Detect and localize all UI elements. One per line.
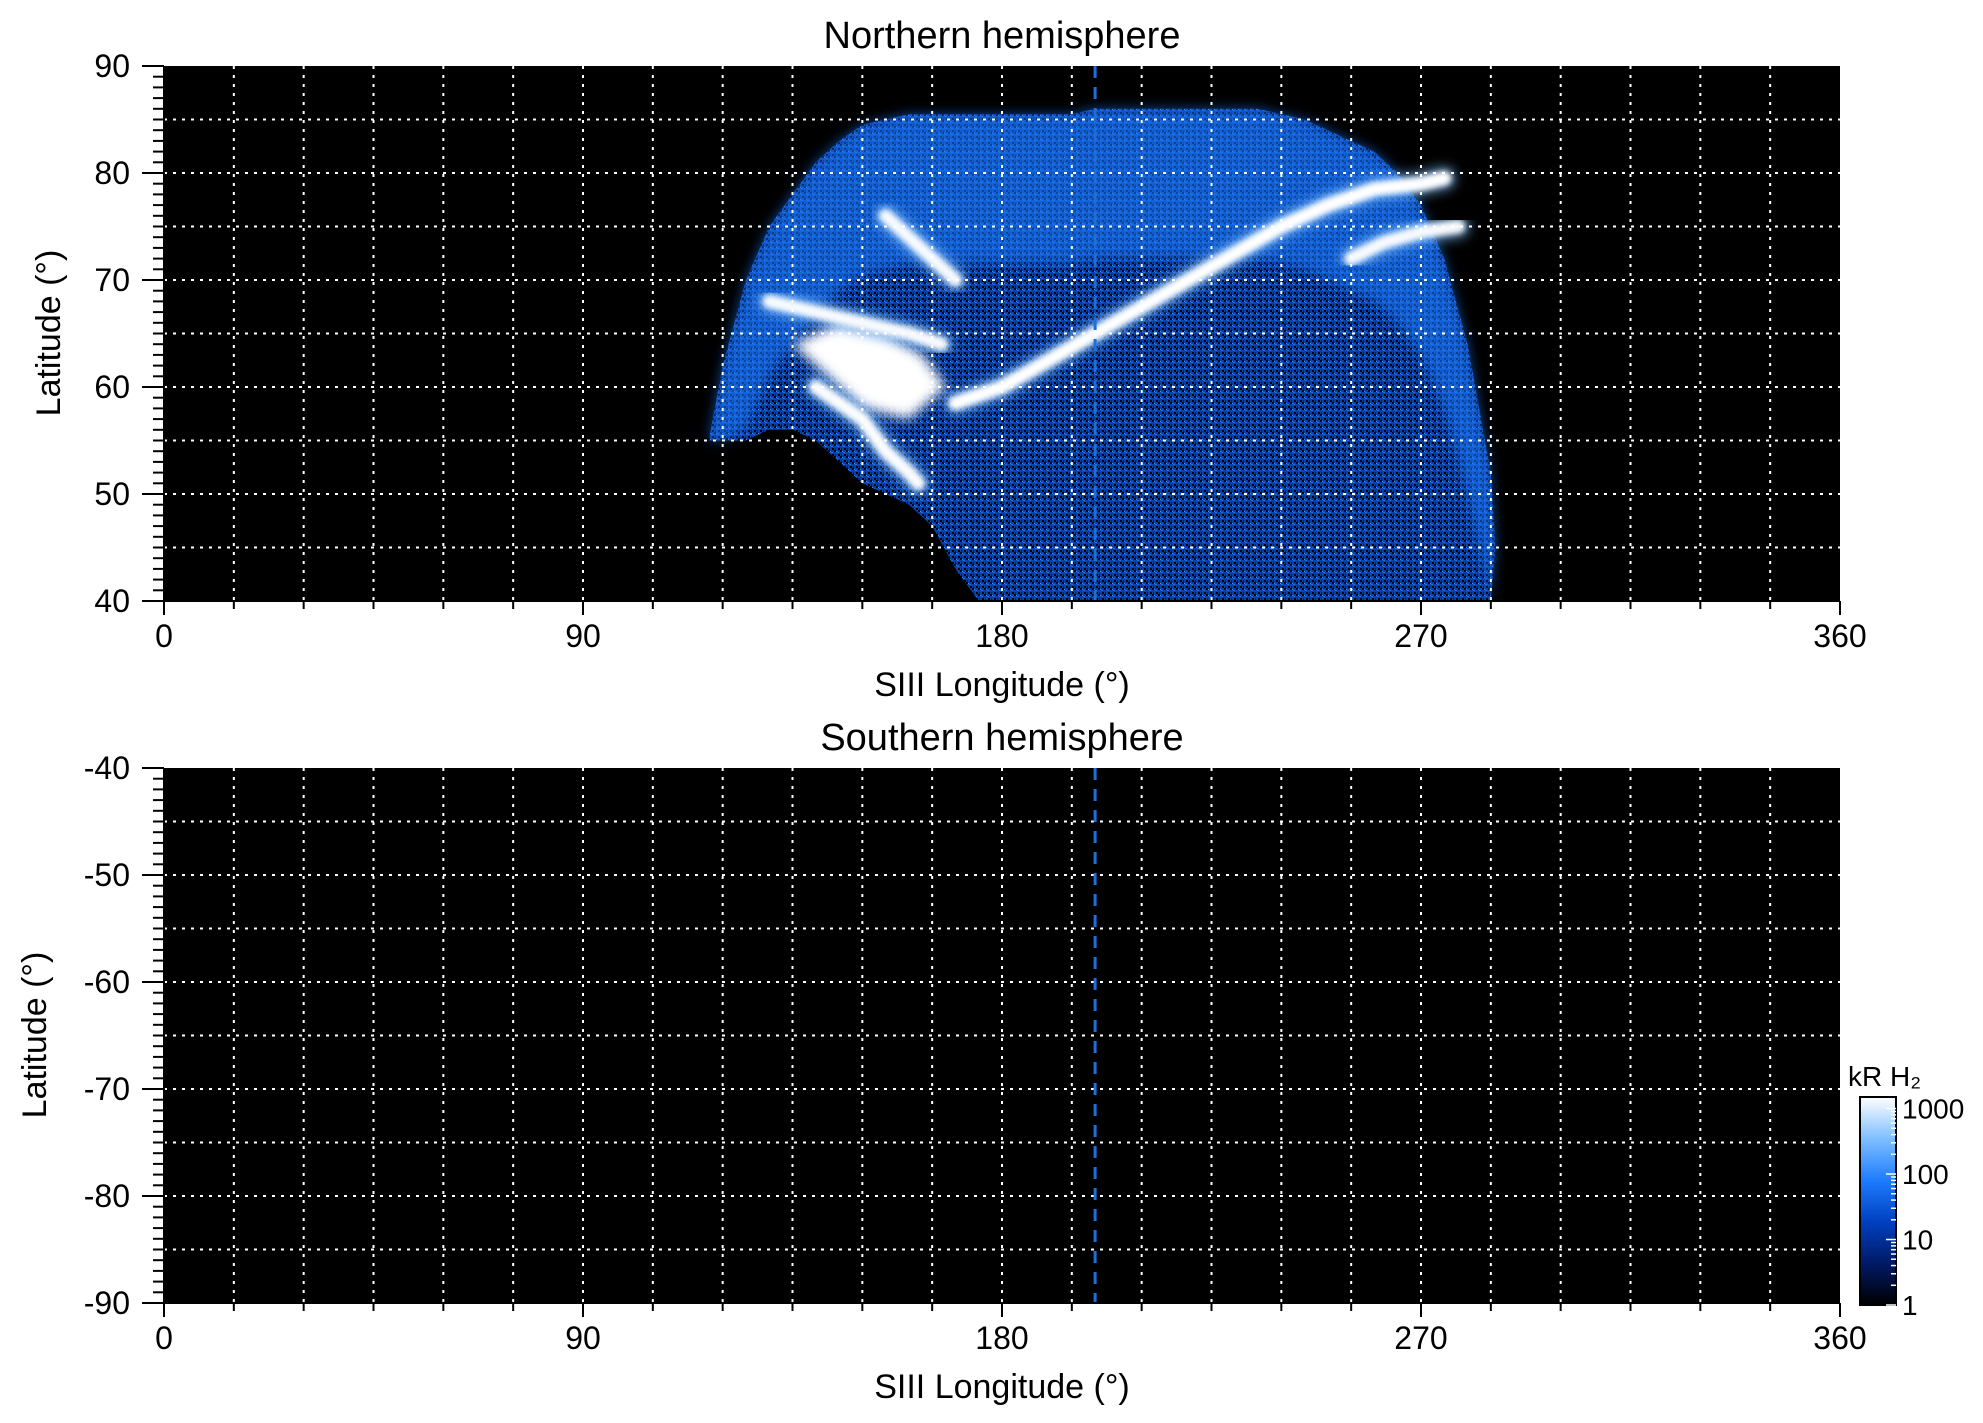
y-tick-label: 80 [94, 155, 130, 191]
y-tick-label: 90 [94, 48, 130, 84]
y-axis-label: Latitude (°) [30, 250, 68, 417]
x-tick-label: 180 [975, 618, 1028, 654]
y-tick-label: -90 [84, 1285, 130, 1321]
y-tick-labels: 40 50 60 70 80 90 [94, 48, 130, 619]
colorbar-tick-label: 10 [1902, 1225, 1933, 1256]
x-axis-label: SIII Longitude (°) [874, 666, 1130, 704]
panel-title: Southern hemisphere [820, 717, 1183, 759]
aurora-feature-bright_patch [792, 322, 947, 420]
y-tick-label: 40 [94, 583, 130, 619]
x-minor-ticks [163, 1302, 1841, 1317]
x-tick-labels: 0 90 180 270 360 [155, 1320, 1867, 1356]
grid-lines [164, 66, 1840, 601]
x-tick-label: 360 [1813, 618, 1866, 654]
aurora-feature-upper_arc [1344, 219, 1465, 266]
x-tick-label: 0 [155, 1320, 173, 1356]
colorbar: kR H₂ 1 10 100 1000 [1848, 1061, 1964, 1321]
plot-area-north [164, 66, 1840, 602]
aurora-emission [708, 108, 1496, 602]
colorbar-minor-ticks [1886, 1107, 1896, 1306]
x-axis-label: SIII Longitude (°) [874, 1368, 1130, 1406]
panel-title: Northern hemisphere [824, 15, 1181, 57]
aurora-feature-small_arc [878, 209, 963, 287]
colorbar-bar [1859, 1096, 1897, 1306]
y-tick-labels: -40 -50 -60 -70 -80 -90 [84, 750, 130, 1321]
x-tick-label: 180 [975, 1320, 1028, 1356]
grid-lines [164, 768, 1840, 1303]
y-tick-label: 60 [94, 369, 130, 405]
y-minor-ticks [142, 65, 165, 602]
x-tick-label: 270 [1394, 1320, 1447, 1356]
aurora-feature-lower_streak [808, 380, 926, 491]
plot-area-south [164, 768, 1840, 1303]
panel-north: Northern hemisphere 40 50 60 70 80 90 0 90 180 2… [30, 15, 1867, 704]
colorbar-tick-label: 1000 [1902, 1094, 1964, 1125]
y-tick-label: 70 [94, 262, 130, 298]
colorbar-label: kR H₂ [1848, 1061, 1921, 1092]
y-tick-label: -40 [84, 750, 130, 786]
colorbar-tick-label: 1 [1902, 1290, 1918, 1321]
panel-south: Southern hemisphere -40 -50 -60 -70 -80 -90 0… [16, 717, 1867, 1406]
y-axis-label: Latitude (°) [16, 952, 54, 1119]
x-tick-label: 90 [565, 1320, 601, 1356]
x-tick-label: 90 [565, 618, 601, 654]
colorbar-tick-label: 100 [1902, 1159, 1949, 1190]
x-tick-label: 360 [1813, 1320, 1866, 1356]
x-tick-label: 0 [155, 618, 173, 654]
colorbar-tick-labels: 1 10 100 1000 [1902, 1094, 1964, 1321]
y-tick-label: -60 [84, 964, 130, 1000]
y-tick-label: 50 [94, 476, 130, 512]
x-tick-labels: 0 90 180 270 360 [155, 618, 1867, 654]
y-tick-label: -50 [84, 857, 130, 893]
aurora-feature-left_streak [762, 294, 949, 351]
y-minor-ticks [142, 767, 165, 1304]
y-tick-label: -80 [84, 1178, 130, 1214]
x-tick-label: 270 [1394, 618, 1447, 654]
y-tick-label: -70 [84, 1071, 130, 1107]
x-minor-ticks [163, 600, 1841, 615]
